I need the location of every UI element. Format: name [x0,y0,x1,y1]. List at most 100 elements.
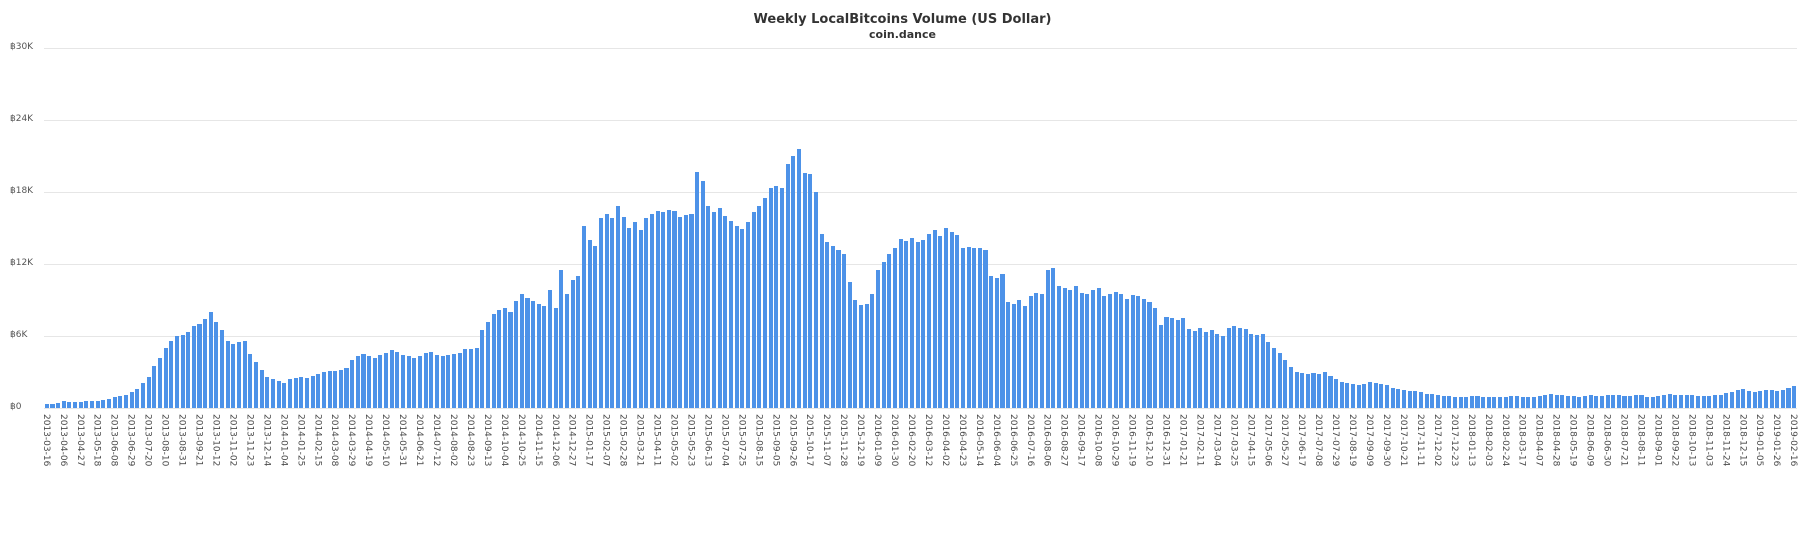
volume-bar [1124,299,1129,408]
volume-bar [1051,268,1056,408]
volume-bar [497,310,502,408]
volume-bar [1271,348,1276,408]
volume-bar [214,322,219,408]
volume-bar [779,188,784,408]
volume-bar [836,250,841,408]
volume-bar [310,376,315,408]
x-axis-tick-label: 2013-04-06 [57,414,68,467]
volume-bar [440,356,445,408]
volume-bar [1379,384,1384,408]
volume-bar [1356,385,1361,408]
volume-bar [1780,390,1785,408]
x-axis-tick-label: 2014-04-19 [363,414,374,467]
volume-bar [921,240,926,408]
volume-bar [1277,353,1282,408]
x-axis-tick-label: 2013-06-29 [125,414,136,467]
gridline [44,407,1797,409]
volume-bar [1028,296,1033,408]
volume-bar [1334,379,1339,408]
volume-bar [768,188,773,408]
volume-bar [1729,392,1734,408]
volume-bar [299,377,304,408]
x-axis-tick-label: 2018-07-21 [1618,414,1629,467]
volume-bar [1786,388,1791,408]
volume-bar [1000,274,1005,408]
volume-bar [480,330,485,408]
x-axis-tick-label: 2017-07-08 [1313,414,1324,467]
volume-bar [1232,326,1237,408]
volume-bar [977,248,982,408]
volume-bar [700,181,705,408]
x-axis-tick-label: 2015-04-11 [651,414,662,467]
volume-bar [632,222,637,408]
x-axis-tick-label: 2016-10-29 [1109,414,1120,467]
volume-bar [1220,336,1226,408]
x-axis-tick-label: 2014-03-08 [329,414,340,467]
volume-bar [270,379,276,408]
volume-bar [468,349,473,408]
volume-bar [355,356,360,408]
y-axis-tick-label: ฿6K [10,330,28,340]
volume-bar [1441,396,1446,408]
volume-bar [457,353,462,408]
volume-bar [1582,396,1587,408]
volume-bar [570,280,575,408]
volume-bar [1266,342,1271,408]
x-axis-tick-label: 2018-06-30 [1601,414,1612,467]
volume-bar [1192,331,1197,408]
volume-bar [1215,334,1220,408]
volume-bar [1520,397,1525,408]
volume-bar [576,276,581,408]
volume-bar [1435,395,1440,408]
volume-bar [949,232,954,408]
volume-bar [729,221,734,408]
x-axis-tick-label: 2018-12-15 [1737,414,1748,467]
volume-bar [95,401,100,408]
volume-bar [123,395,129,408]
volume-bar [559,270,564,408]
volume-bar [774,186,779,408]
volume-bar [191,326,196,408]
volume-bar [876,270,881,408]
x-axis-tick-label: 2019-01-05 [1754,414,1765,467]
volume-bar [972,248,977,408]
volume-bar [1288,367,1293,408]
x-axis-tick-label: 2013-09-21 [193,414,204,467]
volume-bar [395,352,400,408]
volume-bar [429,352,434,408]
volume-bar [1198,328,1203,408]
volume-bar [762,198,768,408]
volume-bar [1464,397,1469,408]
volume-bar [1396,389,1401,408]
x-axis-tick-label: 2018-05-19 [1567,414,1578,467]
volume-bar [338,370,343,408]
x-axis-tick-label: 2015-03-21 [634,414,645,467]
volume-bar [406,356,411,408]
volume-bar [1656,396,1661,408]
volume-bar [135,389,140,408]
volume-bar [1328,376,1333,408]
y-axis-tick-label: ฿24K [10,114,34,124]
x-axis-tick-label: 2013-03-16 [40,414,51,467]
volume-bar [525,298,530,408]
volume-bar [604,214,609,408]
x-axis-tick-label: 2013-12-14 [261,414,272,467]
volume-bar [157,358,162,408]
volume-bar [1164,317,1169,408]
gridline [44,47,1797,49]
x-axis-tick-label: 2015-11-07 [821,414,832,467]
volume-bar [1136,296,1141,408]
volume-bar [1486,397,1491,408]
volume-bar [1741,389,1746,408]
x-axis-tick-label: 2018-11-03 [1703,414,1714,467]
x-axis-tick-label: 2018-03-17 [1516,414,1527,467]
volume-bar [847,282,852,408]
x-axis-tick-label: 2017-05-06 [1262,414,1273,467]
x-axis-tick-label: 2016-04-23 [956,414,967,467]
x-axis-tick-label: 2017-02-11 [1194,414,1205,467]
volume-bar [73,402,78,408]
y-axis-tick-label: ฿12K [10,258,34,268]
volume-bar [610,218,615,408]
volume-bar [1249,334,1254,408]
